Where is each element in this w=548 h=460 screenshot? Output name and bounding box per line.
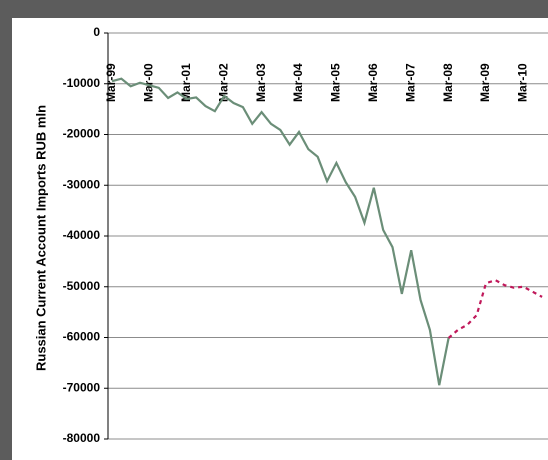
x-tick-label: Mar-05 (329, 63, 343, 102)
x-tick-label: Mar-07 (403, 63, 417, 102)
x-tick-label: Mar-06 (366, 63, 380, 102)
x-tick-label: Mar-10 (516, 63, 530, 102)
y-tick-label: -70000 (63, 380, 101, 394)
x-tick-label: Mar-00 (142, 63, 156, 102)
x-tick-label: Mar-99 (104, 63, 118, 102)
y-tick-label: -50000 (63, 279, 101, 293)
data-line (447, 278, 543, 339)
x-tick-label: Mar-02 (216, 63, 230, 102)
data-line (111, 77, 450, 386)
x-tick-label: Mar-04 (291, 63, 305, 102)
x-tick-label: Mar-08 (441, 63, 455, 102)
y-axis-label: Russian Current Account Imports RUB mln (33, 105, 48, 371)
y-tick-label: 0 (93, 25, 100, 39)
y-tick-label: -10000 (63, 76, 101, 90)
x-tick-label: Mar-01 (179, 63, 193, 102)
y-tick-label: -40000 (63, 228, 101, 242)
plot-background (12, 18, 548, 460)
y-tick-label: -60000 (63, 330, 101, 344)
x-tick-label: Mar-03 (254, 63, 268, 102)
x-tick-label: Mar-09 (478, 63, 492, 102)
y-tick-label: -20000 (63, 127, 101, 141)
y-tick-label: -30000 (63, 177, 101, 191)
y-tick-label: -80000 (63, 431, 101, 445)
